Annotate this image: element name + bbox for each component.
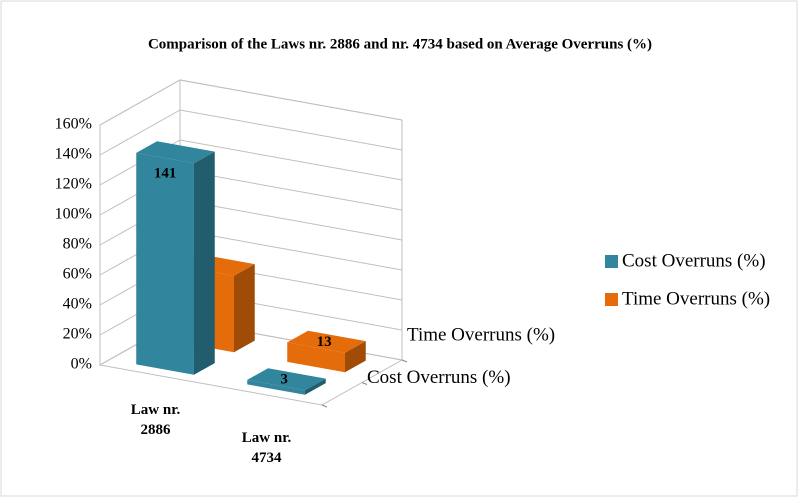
bar	[287, 330, 366, 373]
data-label: 13	[317, 334, 332, 350]
y-tick-label: 40%	[63, 296, 92, 313]
depth-label: Cost Overruns (%)	[367, 367, 511, 388]
grid-line	[99, 79, 403, 126]
bar-side	[193, 151, 215, 375]
y-tick-label: 80%	[63, 236, 92, 253]
x-tick-label: Law nr. 2886	[130, 402, 181, 438]
x-tick-label: Law nr. 4734	[241, 430, 292, 466]
depth-tick	[361, 382, 368, 385]
bar-side	[344, 341, 366, 373]
bar-front	[247, 379, 305, 395]
bar-front	[287, 342, 345, 373]
bar-side	[233, 264, 255, 353]
legend-swatch	[605, 255, 618, 268]
legend-label: Cost Overruns (%)	[622, 250, 766, 271]
depth-label: Time Overruns (%)	[407, 325, 555, 346]
y-tick-label: 140%	[55, 146, 92, 163]
bar	[247, 368, 326, 395]
depth-tick	[321, 404, 328, 408]
grid-line	[99, 109, 403, 156]
chart-title: Comparison of the Laws nr. 2886 and nr. …	[148, 36, 652, 52]
y-tick-label: 120%	[55, 176, 92, 193]
bar	[136, 141, 215, 375]
bar-front	[136, 152, 194, 375]
bar-side	[304, 378, 326, 395]
data-label: 3	[280, 372, 288, 388]
y-tick-label: 100%	[55, 206, 92, 223]
bar-top	[247, 368, 326, 391]
y-tick-label: 60%	[63, 266, 92, 283]
bar-top	[136, 141, 215, 164]
y-tick-label: 0%	[71, 356, 92, 373]
depth-tick	[401, 359, 408, 363]
y-tick-label: 160%	[55, 116, 92, 133]
data-label: 141	[154, 166, 177, 182]
legend-label: Time Overruns (%)	[622, 288, 770, 309]
bar-top	[287, 330, 366, 353]
y-tick-label: 20%	[63, 326, 92, 343]
grid-line	[99, 139, 403, 186]
legend-swatch	[605, 293, 618, 306]
